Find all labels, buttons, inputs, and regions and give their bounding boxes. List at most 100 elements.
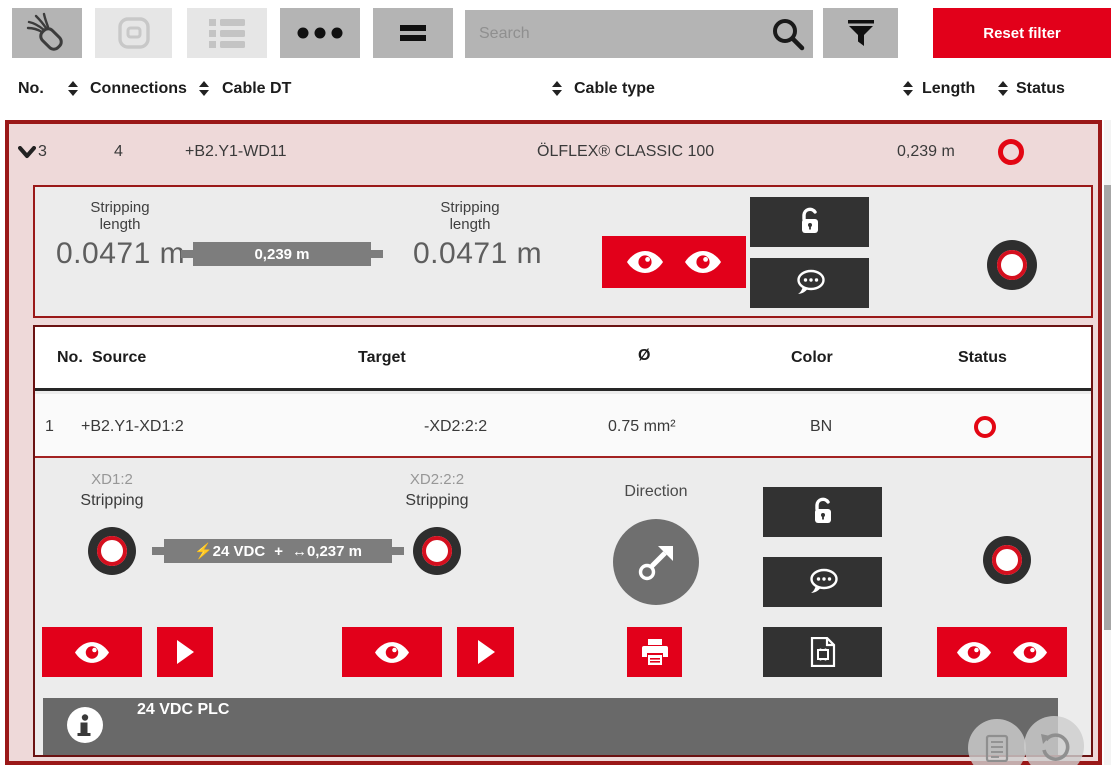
target-pin-label: XD2:2:2 [409, 471, 465, 488]
filter-funnel-icon [847, 20, 874, 46]
column-length: Length [922, 80, 976, 97]
save-report-button[interactable] [763, 627, 882, 677]
wire-col-no: No. [57, 349, 83, 366]
wire-row-diameter: 0.75 mm² [608, 418, 676, 435]
cable-row-type: ÖLFLEX® CLASSIC 100 [537, 143, 715, 160]
print-button[interactable] [627, 627, 682, 677]
clipboard-list-icon [985, 734, 1009, 762]
cable-row-connections: 4 [114, 143, 123, 160]
eye-icon [685, 251, 721, 273]
cable-target-icon[interactable] [987, 240, 1037, 290]
wire-row-color: BN [810, 418, 833, 435]
wire-lock-button[interactable] [763, 487, 882, 537]
wire-status-ring-icon[interactable] [974, 416, 996, 438]
unlock-icon [814, 497, 831, 523]
connector-housing-icon [117, 17, 150, 49]
info-icon [67, 707, 103, 743]
eye-icon [627, 251, 663, 273]
target-target-icon[interactable] [413, 527, 461, 575]
direction-button[interactable] [613, 519, 699, 605]
wire-stripping-icon [26, 12, 63, 51]
cable-row-no: 3 [38, 143, 47, 160]
wire-comment-button[interactable] [763, 557, 882, 607]
cable-length-bar-label: 0,239 m [254, 245, 310, 263]
cable-length-bar[interactable]: 0,239 m [193, 242, 371, 266]
column-cable-dt: Cable DT [222, 80, 292, 97]
scrollbar-thumb[interactable] [1104, 185, 1111, 630]
wire-plus-label: + [274, 542, 283, 560]
wire-col-color: Color [791, 349, 833, 366]
target-step-label: Stripping [405, 492, 469, 509]
eye-icon [1013, 641, 1047, 663]
wire-row-no: 1 [45, 418, 54, 435]
filter-button[interactable] [823, 8, 898, 58]
tool-button-list-view[interactable] [187, 8, 267, 58]
column-status: Status [1016, 80, 1065, 97]
tool-button-equals[interactable] [373, 8, 453, 58]
source-target-icon[interactable] [88, 527, 136, 575]
wire-col-target: Target [358, 349, 406, 366]
collapse-chevron-icon[interactable] [18, 146, 36, 159]
source-pin-label: XD1:2 [91, 471, 133, 488]
reset-filter-label: Reset filter [983, 24, 1061, 42]
stripping-right-value: 0.0471 m [413, 237, 543, 270]
cable-stub-left [181, 250, 193, 258]
sort-connections-icon[interactable] [199, 81, 209, 96]
stripping-right-label: Stripping length [440, 199, 500, 233]
source-step-label: Stripping [80, 492, 144, 509]
target-view-button[interactable] [342, 627, 442, 677]
sort-cable-type-icon[interactable] [552, 81, 562, 96]
notes-button[interactable] [968, 719, 1026, 765]
cable-row-length: 0,239 m [897, 143, 955, 160]
wire-stub-right [392, 547, 404, 555]
play-icon [177, 640, 194, 664]
sort-no-icon[interactable] [68, 81, 78, 96]
sort-status-icon[interactable] [998, 81, 1008, 96]
wire-length-bar[interactable]: ⚡24 VDC + ↔0,237 m [164, 539, 392, 563]
play-icon [477, 640, 495, 664]
column-cable-type: Cable type [574, 80, 655, 97]
wire-voltage-label: ⚡24 VDC [193, 543, 266, 560]
tool-button-housing[interactable] [95, 8, 172, 58]
wire-detail-separator [35, 456, 1091, 458]
cable-status-ring-icon[interactable] [998, 139, 1024, 165]
list-view-icon [209, 19, 245, 48]
function-info-bar [43, 698, 1058, 755]
comment-icon [796, 269, 825, 294]
report-file-icon [810, 637, 835, 667]
search-box [465, 10, 813, 58]
undo-button[interactable] [1024, 716, 1084, 765]
wire-col-status: Status [958, 349, 1007, 366]
cable-row-dt: +B2.Y1-WD11 [185, 143, 287, 160]
wire-col-source: Source [92, 349, 147, 366]
sort-length-icon[interactable] [903, 81, 913, 96]
cable-comment-button[interactable] [750, 258, 869, 308]
eye-icon [75, 641, 109, 663]
cable-stub-right [371, 250, 383, 258]
direction-label: Direction [624, 483, 688, 500]
wire-row-source: +B2.Y1-XD1:2 [81, 418, 184, 435]
cable-lock-button[interactable] [750, 197, 869, 247]
comment-icon [809, 568, 838, 593]
wire-target-icon[interactable] [983, 536, 1031, 584]
reset-filter-button[interactable]: Reset filter [933, 8, 1111, 58]
target-play-button[interactable] [457, 627, 514, 677]
function-text: 24 VDC PLC [137, 701, 230, 718]
unlock-icon [801, 207, 818, 233]
search-input[interactable] [465, 25, 771, 43]
source-play-button[interactable] [157, 627, 213, 677]
stripping-left-value: 0.0471 m [56, 237, 186, 270]
wire-row-target: -XD2:2:2 [424, 418, 488, 435]
cable-visibility-button[interactable] [602, 236, 746, 288]
wires-table-header [35, 327, 1091, 391]
source-view-button[interactable] [42, 627, 142, 677]
eye-icon [375, 641, 409, 663]
wire-table-row[interactable] [35, 394, 1091, 456]
wire-length-label: ↔0,237 m [291, 542, 362, 560]
search-icon[interactable] [771, 17, 805, 51]
wire-stub-left [152, 547, 164, 555]
wire-visibility-button[interactable] [937, 627, 1067, 677]
tool-button-stripping[interactable] [12, 8, 82, 58]
tool-button-more[interactable] [280, 8, 360, 58]
